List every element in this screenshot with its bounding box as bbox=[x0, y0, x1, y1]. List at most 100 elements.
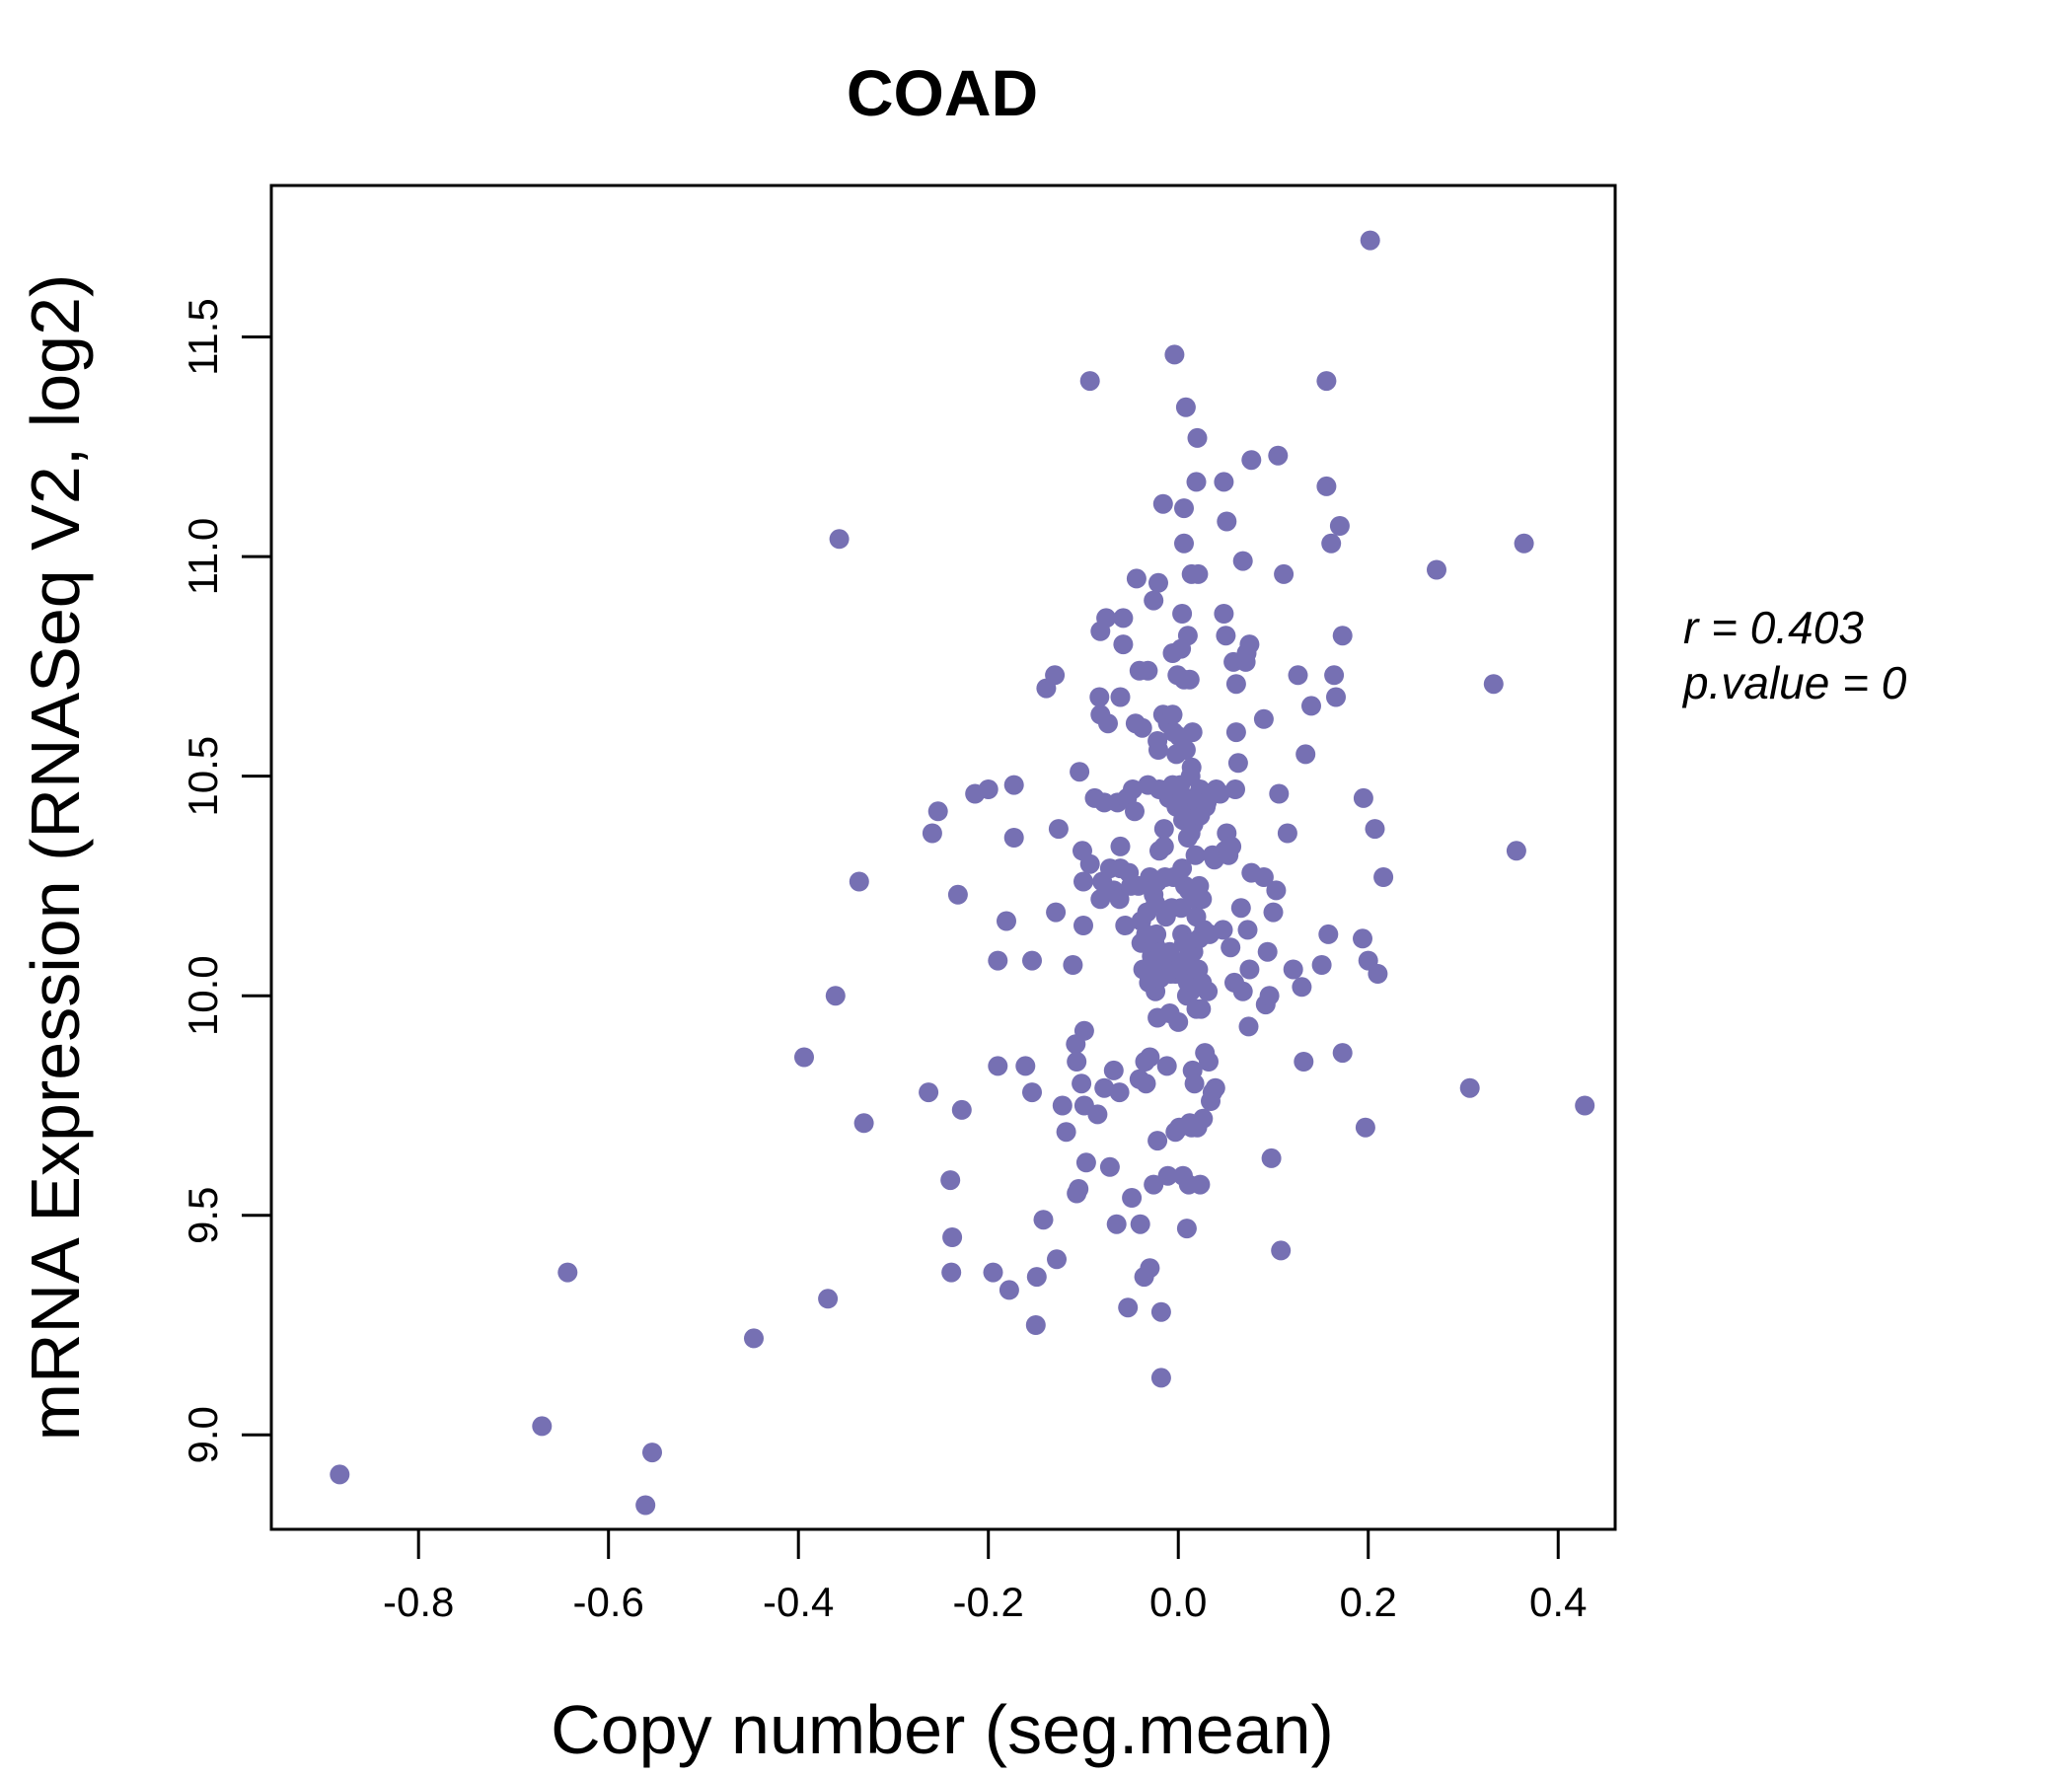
data-point bbox=[1190, 1174, 1211, 1195]
data-point bbox=[1157, 1165, 1178, 1186]
data-point bbox=[1261, 1147, 1282, 1168]
data-point bbox=[1174, 498, 1194, 519]
data-point bbox=[1253, 708, 1274, 729]
data-point bbox=[1214, 472, 1234, 492]
data-point bbox=[1056, 1122, 1076, 1143]
data-point bbox=[1150, 1301, 1171, 1322]
data-point bbox=[825, 986, 846, 1006]
y-tick-label: 11.5 bbox=[180, 298, 226, 376]
data-point bbox=[988, 1056, 1008, 1076]
data-point bbox=[1109, 1082, 1130, 1103]
data-point bbox=[1269, 783, 1290, 804]
data-point bbox=[1045, 665, 1066, 686]
data-point bbox=[1182, 722, 1203, 743]
data-point bbox=[818, 1289, 839, 1309]
y-axis: 9.0 9.5 10.0 10.5 11.0 11.5 bbox=[180, 298, 273, 1463]
data-point bbox=[1073, 916, 1093, 935]
data-point bbox=[1179, 669, 1200, 690]
data-point bbox=[1122, 1188, 1143, 1208]
x-tick-label: -0.2 bbox=[953, 1579, 1024, 1625]
data-point bbox=[1113, 608, 1134, 629]
data-point bbox=[1144, 590, 1164, 611]
data-point bbox=[947, 884, 968, 905]
data-point bbox=[1153, 819, 1174, 840]
data-point bbox=[1098, 713, 1118, 734]
data-point bbox=[1266, 880, 1287, 901]
data-point bbox=[1427, 559, 1446, 580]
data-point bbox=[927, 801, 948, 822]
data-point bbox=[829, 529, 850, 550]
data-point bbox=[1067, 1052, 1087, 1072]
data-point bbox=[1047, 1249, 1067, 1270]
x-tick-label: 0.2 bbox=[1340, 1579, 1397, 1625]
y-tick-label: 10.5 bbox=[180, 736, 226, 817]
data-point bbox=[1079, 371, 1100, 392]
data-point bbox=[1575, 1095, 1595, 1116]
data-point bbox=[940, 1170, 961, 1191]
data-point bbox=[1110, 836, 1131, 856]
data-point bbox=[1146, 893, 1166, 914]
data-point bbox=[1368, 964, 1388, 984]
x-tick-label: 0.4 bbox=[1529, 1579, 1587, 1625]
data-point bbox=[1147, 924, 1167, 944]
x-axis-label: Copy number (seg.mean) bbox=[551, 1691, 1334, 1768]
data-point bbox=[330, 1464, 350, 1485]
data-point bbox=[951, 1099, 972, 1120]
y-tick-label: 9.5 bbox=[180, 1187, 226, 1244]
data-point bbox=[1087, 1104, 1108, 1125]
data-point bbox=[1052, 1095, 1073, 1116]
data-point bbox=[1177, 626, 1198, 646]
data-point bbox=[744, 1328, 764, 1349]
data-point bbox=[1353, 928, 1372, 949]
data-point bbox=[1148, 740, 1168, 760]
p-value: p.value = 0 bbox=[1681, 657, 1907, 708]
data-point bbox=[1150, 1368, 1171, 1388]
data-point bbox=[1048, 819, 1069, 840]
y-axis-label: mRNA Expression (RNASeq V2, log2) bbox=[17, 274, 94, 1442]
data-point bbox=[1089, 687, 1110, 707]
data-point bbox=[1144, 1174, 1164, 1195]
data-point bbox=[1126, 568, 1147, 589]
data-point bbox=[1130, 1214, 1150, 1234]
data-point bbox=[1015, 1056, 1036, 1076]
data-point bbox=[635, 1495, 656, 1516]
data-point bbox=[1274, 563, 1295, 584]
data-point bbox=[1321, 533, 1342, 554]
data-point bbox=[1125, 801, 1145, 822]
data-point bbox=[1159, 941, 1180, 962]
data-point bbox=[1136, 1073, 1156, 1094]
data-point bbox=[1174, 533, 1194, 554]
data-point bbox=[1073, 1020, 1094, 1041]
data-point bbox=[1106, 1214, 1127, 1234]
data-point bbox=[1225, 779, 1245, 799]
data-point bbox=[1459, 1077, 1480, 1098]
data-point bbox=[1026, 1267, 1047, 1288]
data-point bbox=[1153, 836, 1174, 856]
data-point bbox=[1118, 1297, 1139, 1318]
data-point bbox=[557, 1262, 578, 1283]
data-point bbox=[1176, 1219, 1197, 1239]
x-tick-label: -0.4 bbox=[763, 1579, 834, 1625]
data-point bbox=[1355, 1117, 1375, 1138]
data-point bbox=[1003, 775, 1024, 795]
y-tick-label: 10.0 bbox=[180, 955, 226, 1036]
points-layer bbox=[330, 230, 1595, 1516]
data-point bbox=[1110, 687, 1131, 707]
data-point bbox=[1022, 950, 1042, 971]
data-point bbox=[1046, 902, 1067, 923]
data-point bbox=[1277, 823, 1297, 844]
data-point bbox=[1198, 981, 1219, 1001]
data-point bbox=[1072, 1073, 1092, 1094]
data-point bbox=[1210, 783, 1230, 804]
data-point bbox=[1216, 626, 1236, 646]
data-point bbox=[1138, 660, 1158, 681]
data-point bbox=[1172, 858, 1193, 879]
correlation-r: r = 0.403 bbox=[1683, 602, 1864, 653]
data-point bbox=[1094, 1077, 1115, 1098]
data-point bbox=[1175, 740, 1196, 760]
data-point bbox=[1316, 476, 1337, 496]
data-point bbox=[1239, 634, 1260, 655]
data-point bbox=[983, 1262, 1003, 1283]
data-point bbox=[1022, 1082, 1042, 1103]
data-point bbox=[849, 871, 869, 892]
